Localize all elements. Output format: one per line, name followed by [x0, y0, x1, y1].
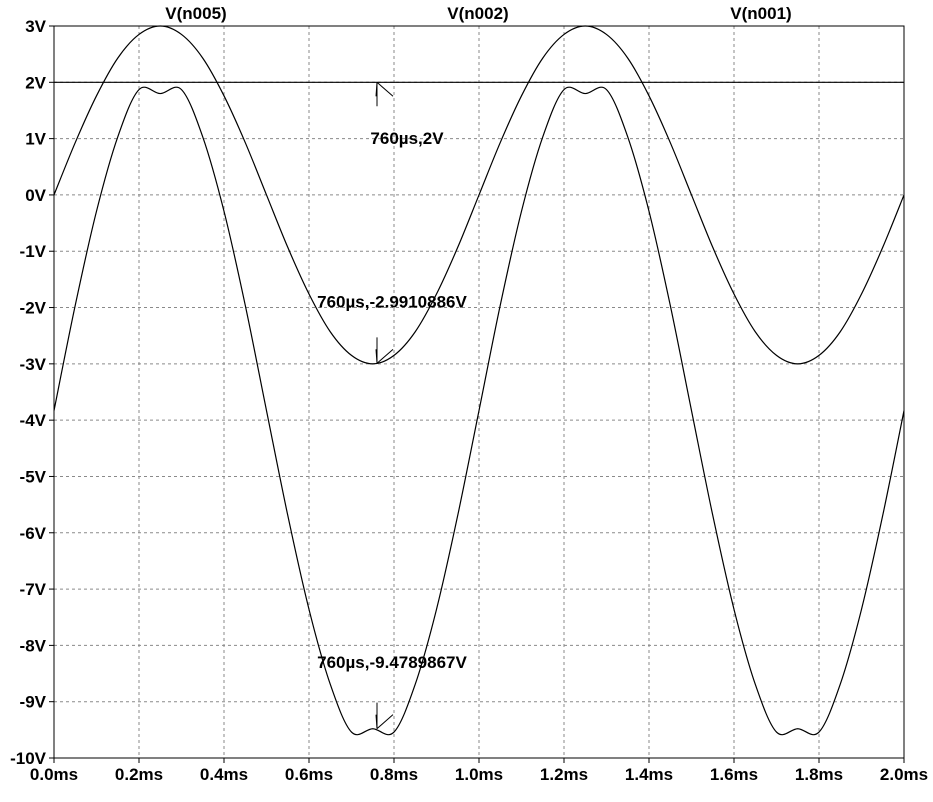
annotation-label: 760µs,-2.9910886V [317, 293, 467, 312]
series-line-vn001 [53, 86, 905, 736]
y-tick-label: -3V [20, 355, 47, 374]
y-tick-label: 2V [25, 73, 46, 92]
cursor-annotations: 760µs,2V 760µs,-2.9910886V 760µs,-9.478986… [317, 81, 468, 730]
axes: 0.0ms 0.2ms 0.4ms 0.6ms 0.8ms 1.0ms 1.2ms 1.4ms… [10, 17, 928, 784]
trace-labels: V(n005) V(n002) V(n001) [165, 4, 791, 23]
y-tick-label: -7V [20, 580, 47, 599]
x-tick-label: 1.4ms [625, 765, 673, 784]
y-tick-label: 1V [25, 130, 46, 149]
trace-label: V(n001) [730, 4, 791, 23]
y-tick-label: 0V [25, 186, 46, 205]
grid [54, 26, 904, 758]
x-tick-label: 1.0ms [455, 765, 503, 784]
x-tick-label: 0.6ms [285, 765, 333, 784]
annotation-arrow-head [376, 714, 394, 730]
x-tick-label: 0.8ms [370, 765, 418, 784]
y-tick-label: -6V [20, 524, 47, 543]
x-tick-label: 2.0ms [880, 765, 928, 784]
annotation-arrow-head [376, 81, 394, 97]
y-tick-label: -5V [20, 467, 47, 486]
series-line-vn005 [53, 25, 905, 365]
annotation-arrow-head [375, 714, 378, 729]
plot-frame [53, 25, 905, 759]
trace-label: V(n002) [447, 4, 508, 23]
x-tick-label: 0.4ms [200, 765, 248, 784]
x-tick-label: 1.6ms [710, 765, 758, 784]
x-tick-label: 1.8ms [795, 765, 843, 784]
y-tick-label: -10V [10, 749, 47, 768]
x-tick-label: 0.2ms [115, 765, 163, 784]
annotation-arrow-head [376, 348, 394, 364]
series-traces [53, 25, 905, 736]
annotation-label: 760µs,-9.4789867V [317, 653, 467, 672]
y-tick-label: 3V [25, 17, 46, 36]
annotation-arrow-head [375, 349, 378, 364]
y-tick-label: -2V [20, 299, 47, 318]
annotation-label: 760µs,2V [370, 129, 444, 148]
y-tick-label: -4V [20, 411, 47, 430]
x-tick-label: 0.0ms [30, 765, 78, 784]
trace-label: V(n005) [165, 4, 226, 23]
y-tick-label: -9V [20, 693, 47, 712]
y-tick-label: -1V [20, 242, 47, 261]
y-tick-label: -8V [20, 636, 47, 655]
x-tick-label: 1.2ms [540, 765, 588, 784]
annotation-arrow-head [375, 82, 378, 97]
